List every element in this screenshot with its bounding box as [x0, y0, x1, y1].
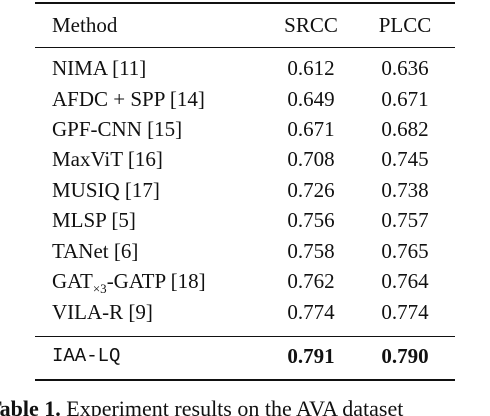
srcc-cell: 0.649 [287, 87, 335, 111]
plcc-cell: 0.790 [381, 344, 429, 368]
srcc-cell: 0.671 [287, 117, 335, 141]
header-cell: SRCC [284, 13, 338, 37]
caption-text: Experiment results on the AVA dataset [66, 396, 404, 416]
method-cell: IAA-LQ [52, 345, 121, 367]
plcc-cell: 0.757 [381, 208, 429, 232]
srcc-cell: 0.762 [287, 269, 335, 293]
header-cell: Method [52, 13, 118, 37]
method-text: GAT [52, 269, 93, 293]
method-text: -GATP [18] [106, 269, 206, 293]
plcc-cell: 0.764 [381, 269, 429, 293]
srcc-cell: 0.791 [287, 344, 335, 368]
plcc-cell: 0.765 [381, 239, 429, 263]
method-cell: GPF-CNN [15] [52, 117, 183, 141]
plcc-cell: 0.671 [381, 87, 429, 111]
plcc-cell: 0.636 [381, 56, 429, 80]
caption-label: Table 1. [0, 396, 61, 416]
plcc-cell: 0.774 [381, 300, 429, 324]
method-cell: VILA-R [9] [52, 300, 153, 324]
top-rule [35, 2, 455, 4]
srcc-cell: 0.708 [287, 147, 335, 171]
srcc-cell: 0.612 [287, 56, 335, 80]
plcc-cell: 0.682 [381, 117, 429, 141]
caption: Table 1. Experiment results on the AVA d… [0, 396, 403, 416]
method-cell: TANet [6] [52, 239, 139, 263]
srcc-cell: 0.774 [287, 300, 335, 324]
method-subscript: ×3 [92, 281, 107, 297]
srcc-cell: 0.758 [287, 239, 335, 263]
method-cell: MLSP [5] [52, 208, 136, 232]
method-cell: AFDC + SPP [14] [52, 87, 205, 111]
header-cell: PLCC [378, 13, 432, 37]
method-cell: GAT×3-GATP [18] [52, 269, 206, 301]
mid-rule [35, 336, 455, 337]
method-cell: MaxViT [16] [52, 147, 163, 171]
srcc-cell: 0.726 [287, 178, 335, 202]
plcc-cell: 0.745 [381, 147, 429, 171]
srcc-cell: 0.756 [287, 208, 335, 232]
plcc-cell: 0.738 [381, 178, 429, 202]
header-rule [35, 47, 455, 48]
method-cell: MUSIQ [17] [52, 178, 160, 202]
method-cell: NIMA [11] [52, 56, 147, 80]
bottom-rule [35, 379, 455, 381]
